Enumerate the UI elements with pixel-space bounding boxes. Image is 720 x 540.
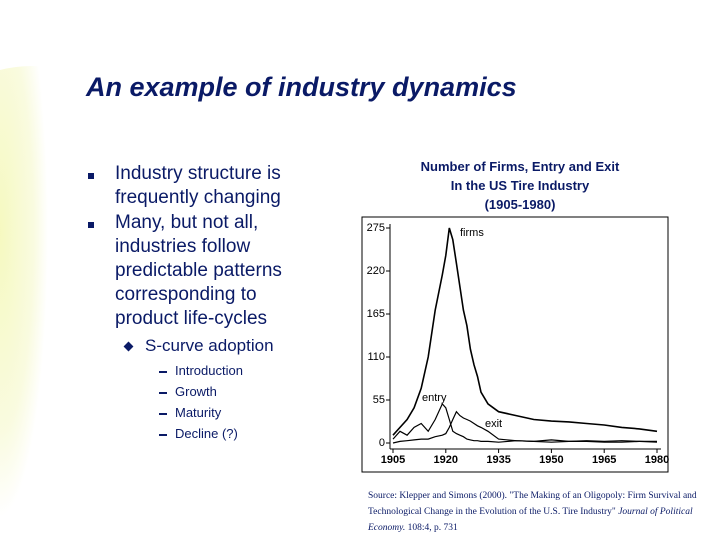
source-journal: Journal of Political Economy.: [368, 507, 693, 533]
bullet-marker: [88, 173, 94, 179]
series-label: exit: [485, 418, 502, 430]
sub-sub-marker: [159, 392, 167, 394]
y-tick-label: 0: [379, 437, 385, 449]
source: Source: Klepper and Simons (2000). "The …: [368, 488, 713, 536]
sub-sub-bullet: Growth: [175, 384, 217, 399]
bullet-marker: [88, 222, 94, 228]
chart-title: Number of Firms, Entry and Exit: [420, 159, 620, 174]
x-tick-label: 1965: [592, 454, 616, 466]
sub-sub-marker: [159, 413, 167, 415]
series-label: firms: [460, 227, 484, 239]
x-tick-label: 1905: [381, 454, 405, 466]
y-tick-label: 275: [367, 222, 385, 234]
chart-frame: [361, 216, 669, 473]
y-tick-label: 220: [367, 265, 385, 277]
x-tick-label: 1950: [539, 454, 563, 466]
sub-sub-marker: [159, 434, 167, 436]
slide-title: An example of industry dynamics: [86, 72, 517, 102]
series-label: entry: [422, 392, 447, 404]
bullet: Many, but not all, industries follow pre…: [115, 212, 282, 329]
sub-sub-marker: [159, 371, 167, 373]
y-tick-label: 110: [367, 351, 385, 363]
x-tick-label: 1920: [434, 454, 458, 466]
chart-title: In the US Tire Industry: [450, 178, 590, 193]
series-line: [392, 227, 658, 436]
source-issue: 108:4, p. 731: [405, 523, 458, 533]
source-text: Source: Klepper and Simons (2000). "The …: [368, 491, 697, 517]
x-tick-label: 1935: [486, 454, 510, 466]
series-line: [392, 410, 658, 444]
sub-bullet: S-curve adoption: [145, 336, 274, 355]
y-tick-label: 55: [373, 394, 385, 406]
sub-sub-bullet: Decline (?): [175, 426, 238, 441]
chart-title: (1905-1980): [484, 197, 556, 212]
bullet: Industry structure is frequently changin…: [115, 163, 281, 208]
y-tick-label: 165: [367, 308, 385, 320]
series-line: [392, 402, 657, 443]
x-tick-label: 1980: [645, 454, 669, 466]
sub-sub-bullet: Maturity: [175, 405, 222, 420]
sub-sub-bullet: Introduction: [175, 363, 243, 378]
